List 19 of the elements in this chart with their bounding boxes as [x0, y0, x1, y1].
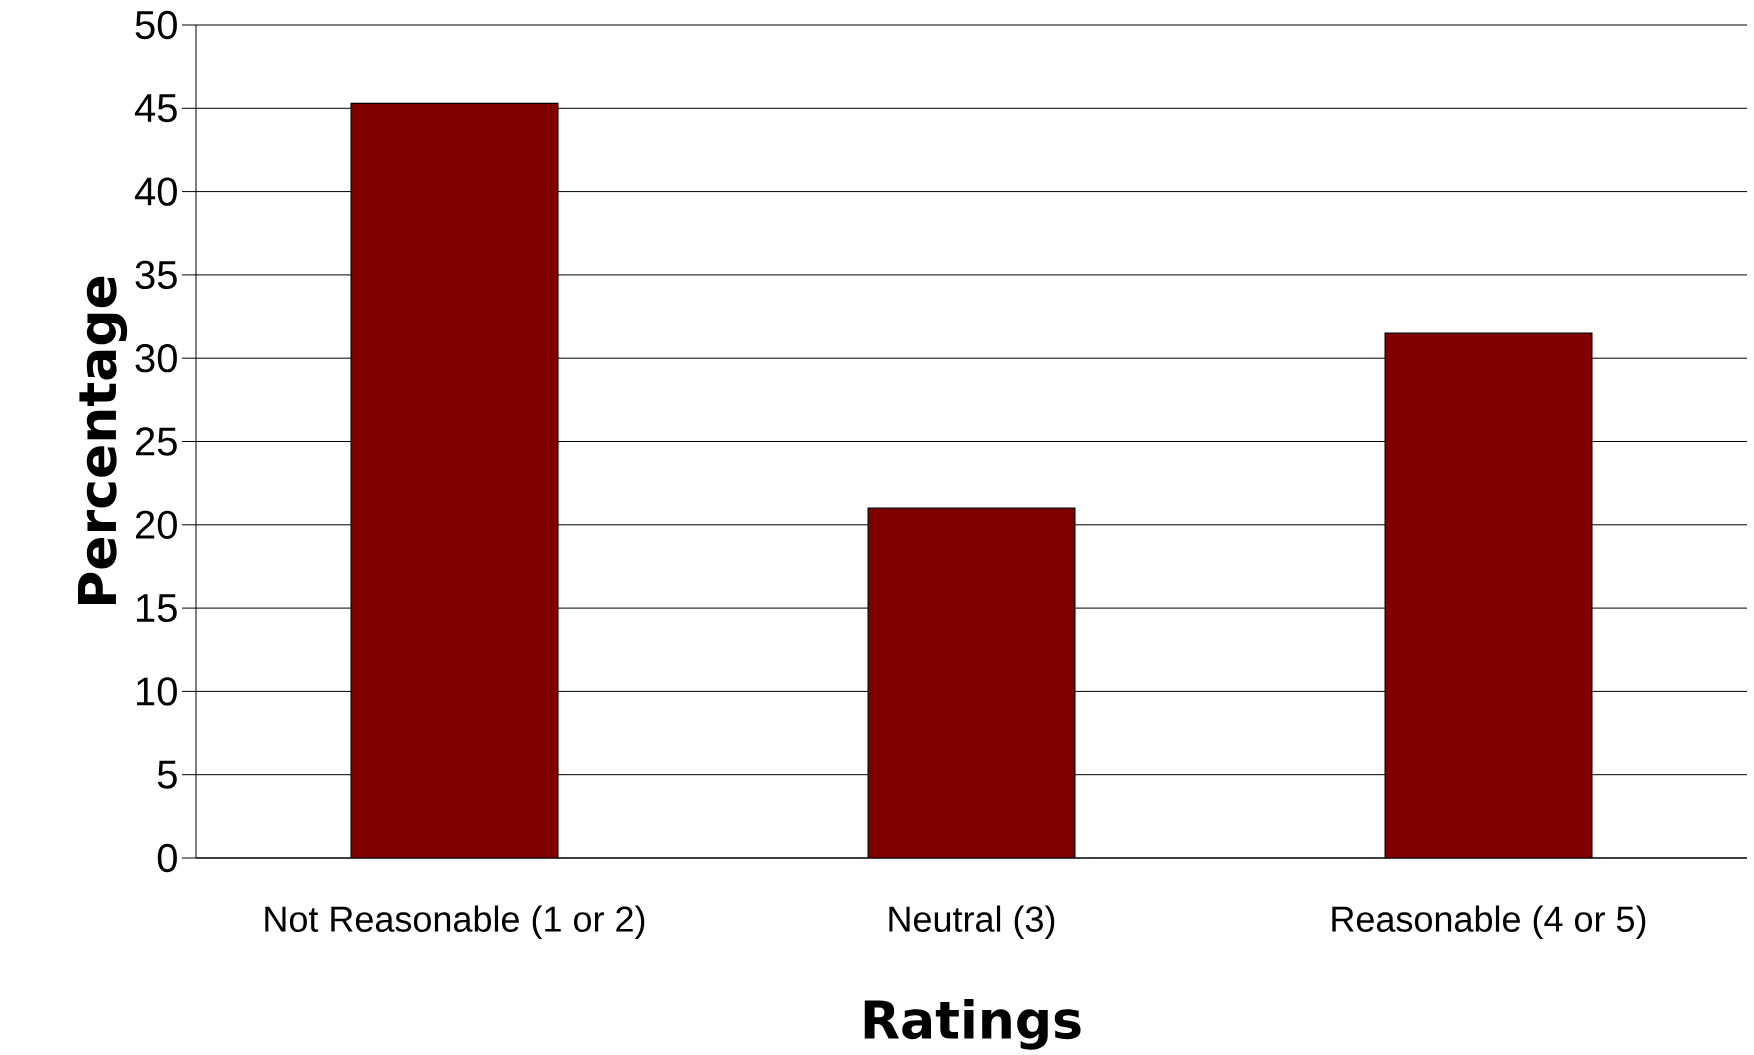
y-tick-label: 40 — [134, 177, 177, 206]
y-tick-label: 45 — [134, 94, 177, 123]
y-tick-label: 15 — [137, 594, 177, 623]
y-tick-label: 50 — [135, 10, 177, 40]
y-tick-label: 25 — [136, 427, 177, 456]
x-tick-label: Reasonable (4 or 5) — [1332, 905, 1646, 940]
y-tick-label: 0 — [157, 843, 177, 873]
y-tick-label: 30 — [135, 344, 177, 373]
y-axis-title: Percentage — [78, 276, 128, 604]
y-tick-label: 5 — [157, 760, 177, 789]
y-tick-label: 10 — [137, 677, 177, 706]
y-tick-label: 20 — [136, 510, 177, 539]
x-tick-label: Neutral (3) — [889, 905, 1055, 940]
x-tick-label: Not Reasonable (1 or 2) — [265, 905, 645, 940]
y-tick-label: 35 — [135, 260, 177, 290]
bar — [867, 507, 1076, 858]
x-axis-title: Ratings — [864, 998, 1081, 1050]
bar — [1384, 332, 1593, 858]
bar — [350, 102, 559, 858]
